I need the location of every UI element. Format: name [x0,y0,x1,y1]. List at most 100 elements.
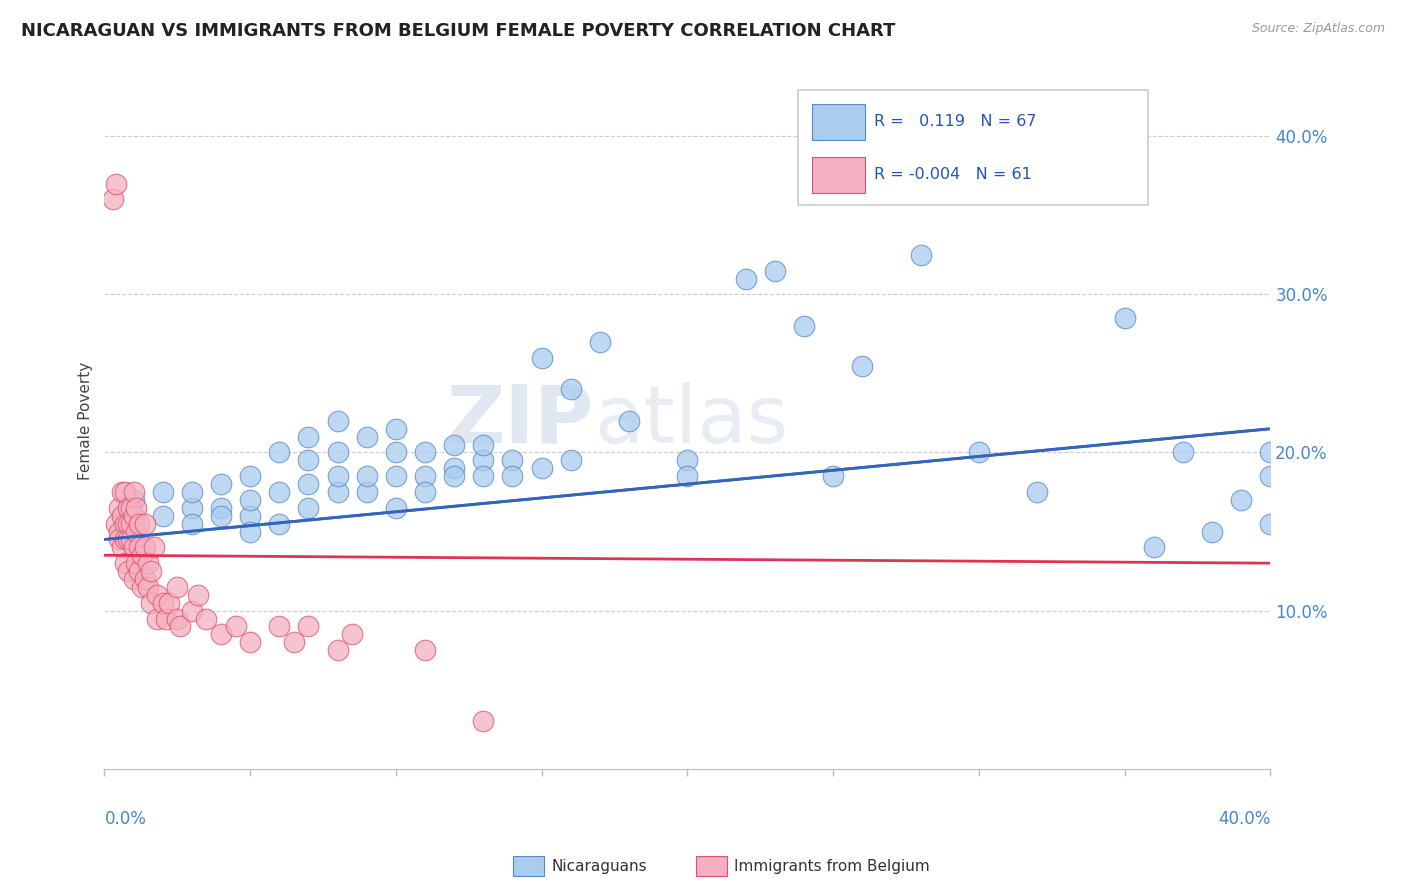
Point [356,469,378,483]
Point [851,359,873,373]
Text: ZIP: ZIP [447,382,595,460]
Point [326,445,349,459]
Point [1026,485,1049,500]
Text: 0.0%: 0.0% [104,811,146,829]
Point [134,516,156,531]
Point [131,548,153,562]
Point [1114,311,1136,326]
Point [297,477,319,491]
Point [169,619,191,633]
Point [763,263,786,277]
Point [120,500,142,515]
Point [472,453,495,467]
Point [269,516,291,531]
Point [356,430,378,444]
Point [472,437,495,451]
Point [560,453,582,467]
Point [297,430,319,444]
Point [125,500,148,515]
Point [122,508,145,523]
Point [108,500,131,515]
Point [326,643,349,657]
Point [1260,516,1282,531]
Point [239,524,262,539]
Point [560,382,582,396]
Point [122,485,145,500]
Point [1143,541,1166,555]
Point [152,485,174,500]
Point [157,596,180,610]
Point [239,492,262,507]
Point [239,508,262,523]
Point [326,414,349,428]
Point [413,445,436,459]
Point [180,485,202,500]
FancyBboxPatch shape [813,104,865,140]
Point [910,248,932,262]
Point [501,453,523,467]
FancyBboxPatch shape [813,157,865,194]
Point [209,627,232,641]
Point [413,643,436,657]
Point [239,469,262,483]
Point [152,596,174,610]
Point [139,564,162,578]
Point [166,611,188,625]
Text: Immigrants from Belgium: Immigrants from Belgium [734,859,929,873]
Point [122,492,145,507]
Point [117,564,139,578]
Point [356,485,378,500]
Point [136,556,159,570]
Point [180,500,202,515]
Text: NICARAGUAN VS IMMIGRANTS FROM BELGIUM FEMALE POVERTY CORRELATION CHART: NICARAGUAN VS IMMIGRANTS FROM BELGIUM FE… [21,22,896,40]
Point [131,580,153,594]
Point [108,524,131,539]
Point [114,516,136,531]
Point [443,469,465,483]
Point [676,469,699,483]
Point [472,469,495,483]
Point [136,580,159,594]
Point [122,516,145,531]
Point [166,580,188,594]
Text: Nicaraguans: Nicaraguans [551,859,647,873]
Point [122,572,145,586]
Text: 40.0%: 40.0% [1218,811,1271,829]
Point [125,524,148,539]
Text: R =   0.119   N = 67: R = 0.119 N = 67 [875,114,1036,129]
Point [283,635,305,649]
Point [209,508,232,523]
Point [134,572,156,586]
Point [297,500,319,515]
Point [269,445,291,459]
Point [125,556,148,570]
Point [111,508,134,523]
Y-axis label: Female Poverty: Female Poverty [79,362,93,480]
Point [114,556,136,570]
Point [195,611,218,625]
Point [239,635,262,649]
Point [117,500,139,515]
Point [1260,445,1282,459]
Point [209,500,232,515]
Point [128,541,150,555]
Point [297,619,319,633]
Point [101,193,124,207]
Point [413,485,436,500]
Point [443,437,465,451]
Point [1260,469,1282,483]
Point [1230,492,1253,507]
Point [269,485,291,500]
Point [385,422,408,436]
Point [187,588,209,602]
Point [589,334,612,349]
Point [134,541,156,555]
Text: atlas: atlas [595,382,789,460]
Point [180,604,202,618]
Point [501,469,523,483]
Point [823,469,845,483]
Point [155,611,177,625]
Point [530,351,553,365]
Point [967,445,990,459]
FancyBboxPatch shape [799,90,1147,205]
